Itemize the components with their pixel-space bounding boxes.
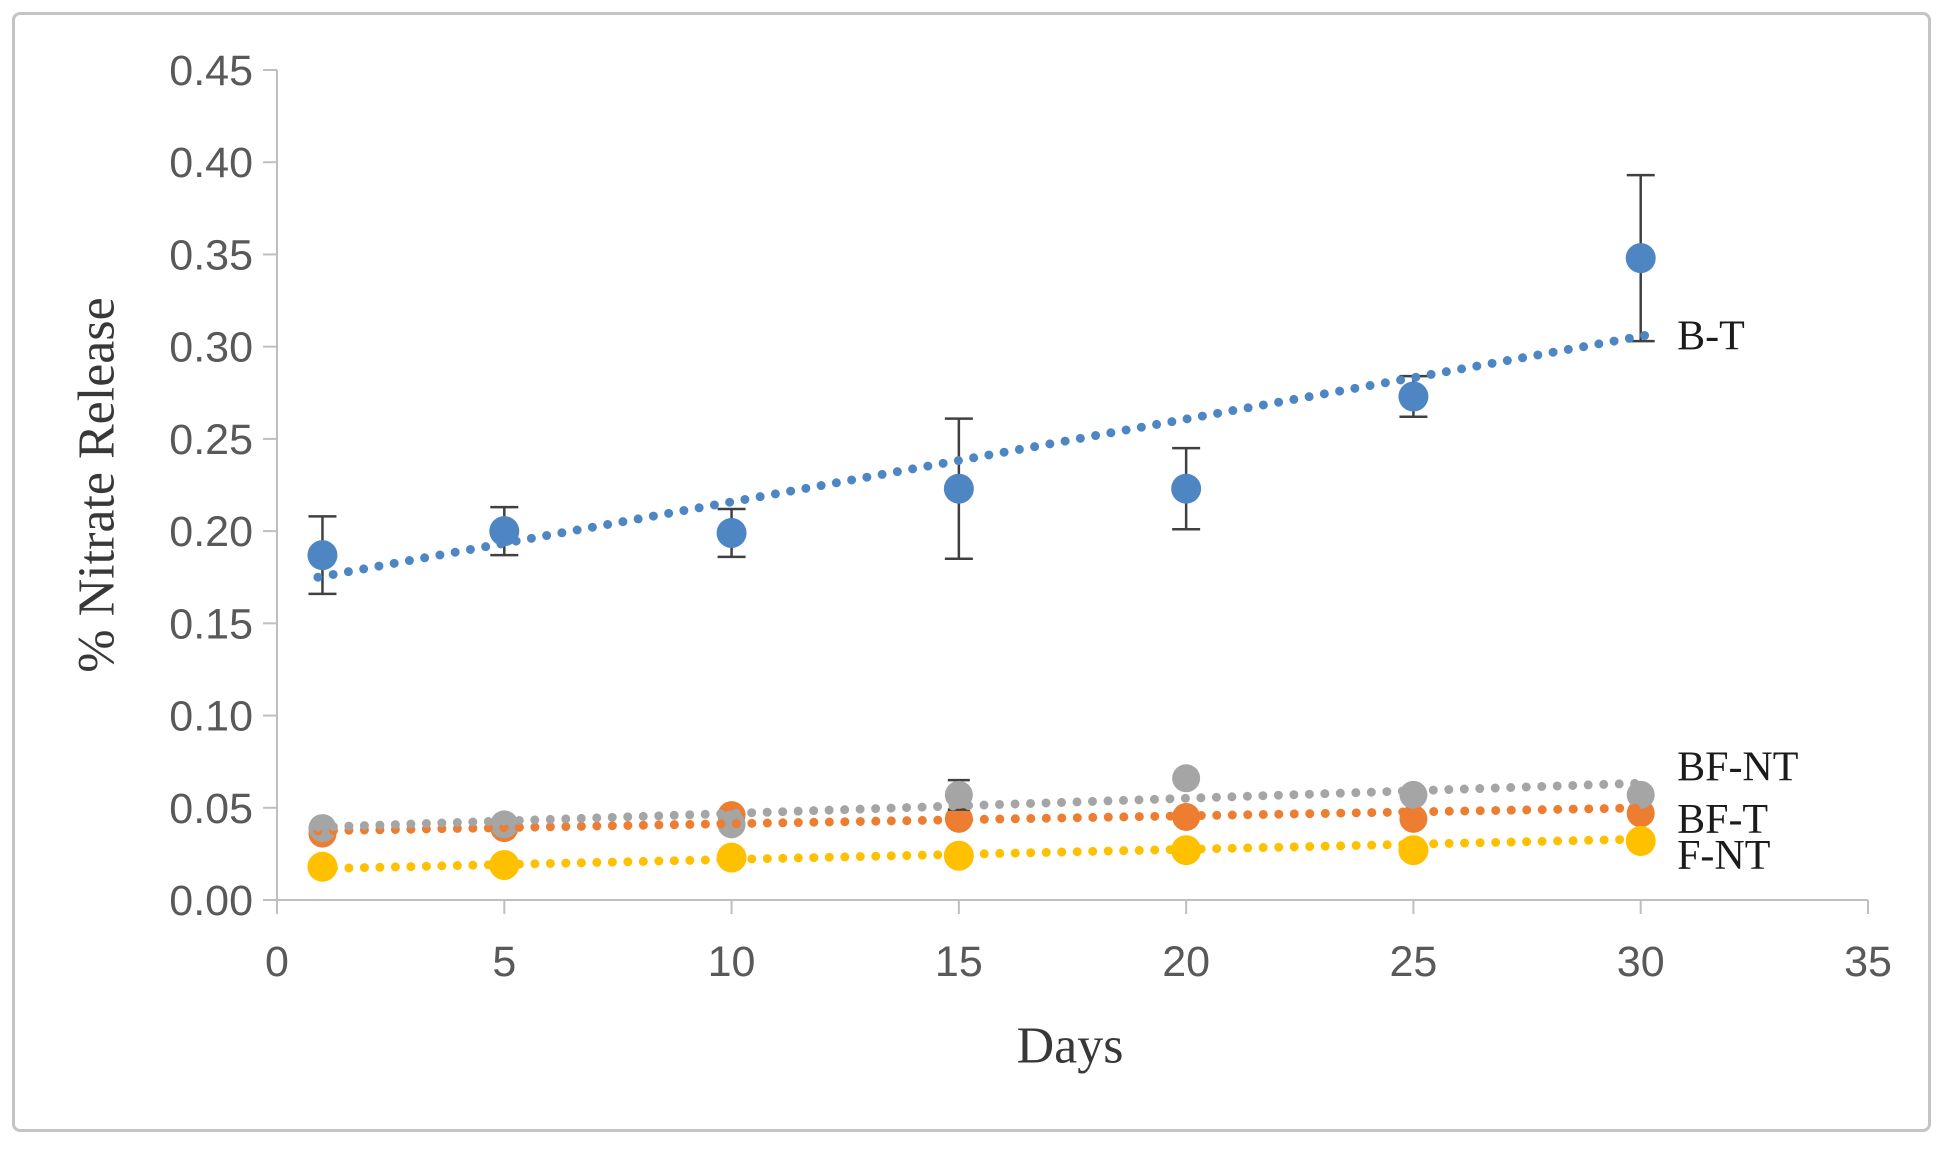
- y-tick-label: 0.35: [169, 231, 253, 279]
- trendline-B-T: [313, 329, 1659, 582]
- data-point-BF-NT: [308, 814, 337, 843]
- y-tick-label: 0.45: [169, 47, 253, 95]
- x-axis-title: Days: [1016, 1017, 1124, 1075]
- data-point-BF-NT: [717, 810, 746, 839]
- y-tick-label: 0.30: [169, 324, 253, 372]
- trendline-BF-NT: [313, 778, 1655, 832]
- y-tick-label: 0.10: [169, 693, 253, 741]
- series-label-B-T: B-T: [1677, 314, 1745, 360]
- data-point-BF-NT: [1626, 780, 1655, 809]
- y-tick-label: 0.00: [169, 877, 253, 925]
- x-tick-label: 20: [1162, 938, 1210, 986]
- series-label-F-NT: F-NT: [1677, 833, 1770, 879]
- y-tick-label: 0.40: [169, 139, 253, 187]
- x-tick-label: 5: [492, 938, 516, 986]
- x-tick-label: 35: [1844, 938, 1892, 986]
- data-point-B-T: [307, 540, 338, 571]
- data-point-B-T: [943, 473, 974, 504]
- y-tick-label: 0.15: [169, 600, 253, 648]
- series-label-BF-NT: BF-NT: [1677, 744, 1798, 790]
- data-point-BF-T: [944, 804, 973, 833]
- data-point-B-T: [716, 517, 747, 548]
- x-tick-label: 30: [1617, 938, 1665, 986]
- trendline-F-NT: [313, 834, 1646, 874]
- y-axis-title: % Nitrate Release: [68, 297, 126, 673]
- x-tick-label: 15: [935, 938, 983, 986]
- data-point-F-NT: [1398, 835, 1429, 866]
- y-tick-label: 0.25: [169, 416, 253, 464]
- data-point-F-NT: [1625, 825, 1656, 856]
- data-point-B-T: [1171, 473, 1202, 504]
- series-label-BF-T: BF-T: [1677, 797, 1768, 843]
- trendline-BF-T: [313, 803, 1655, 836]
- y-tick-label: 0.20: [169, 508, 253, 556]
- data-point-BF-NT: [1172, 764, 1201, 793]
- x-tick-label: 25: [1390, 938, 1438, 986]
- data-point-B-T: [489, 516, 520, 547]
- data-point-F-NT: [716, 842, 747, 873]
- x-tick-label: 0: [265, 938, 289, 986]
- data-point-F-NT: [943, 840, 974, 871]
- data-point-B-T: [1398, 381, 1429, 412]
- y-tick-label: 0.05: [169, 785, 253, 833]
- data-point-B-T: [1625, 243, 1656, 274]
- x-tick-label: 10: [708, 938, 756, 986]
- data-point-F-NT: [307, 851, 338, 882]
